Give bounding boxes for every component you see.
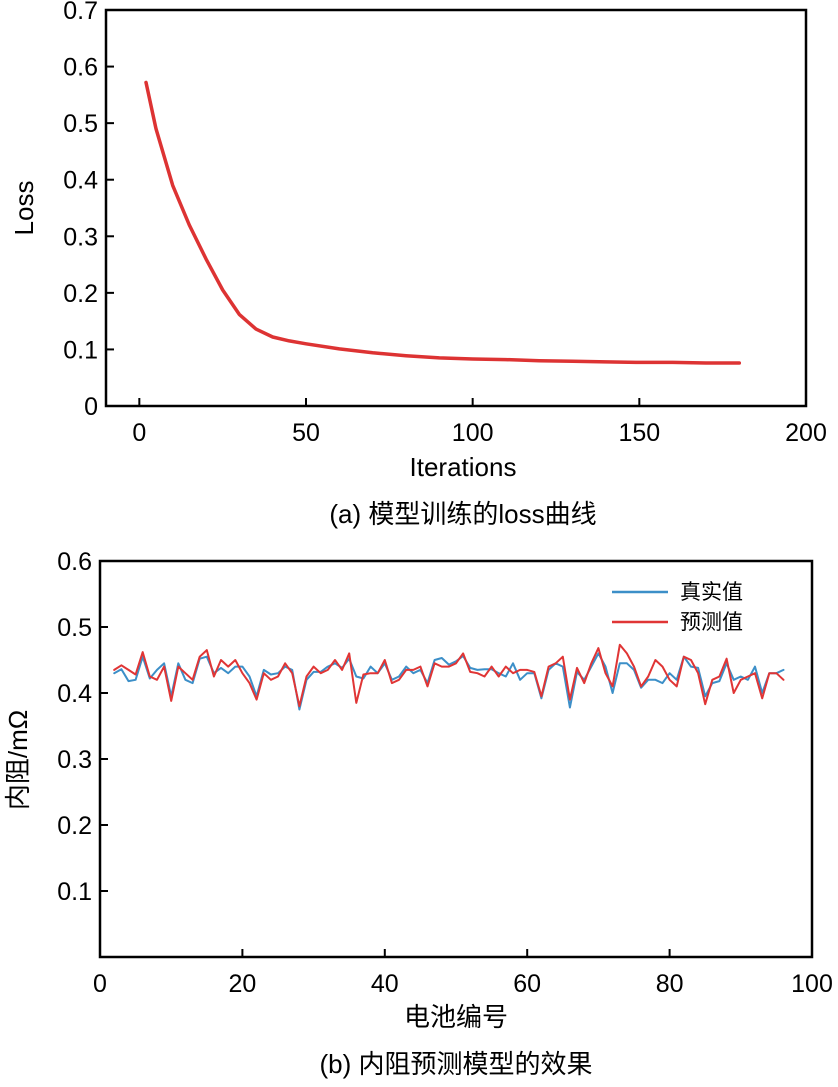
loss-chart-y-label: Loss bbox=[9, 181, 39, 236]
resistance-chart-y-tick-label: 0.6 bbox=[57, 548, 92, 576]
resistance-chart-lines bbox=[113, 643, 785, 711]
resistance-chart-x-tick-label: 100 bbox=[791, 970, 833, 998]
resistance-chart-y-label: 内阻/mΩ bbox=[3, 710, 33, 810]
resistance-chart-y-tick-label: 0.5 bbox=[57, 614, 92, 642]
resistance-chart-series-line-0 bbox=[113, 652, 785, 711]
resistance-chart-legend: 真实值 预测值 bbox=[612, 581, 743, 634]
loss-chart-series-line-0 bbox=[144, 80, 742, 365]
resistance-chart: 0.10.20.30.40.50.6 0 20 40 60 80 100 真实值 预测值 … bbox=[3, 548, 833, 1079]
resistance-chart-x-tick-label: 0 bbox=[93, 970, 107, 998]
loss-chart-caption: (a) 模型训练的loss曲线 bbox=[329, 499, 596, 529]
resistance-chart-series-line-1 bbox=[113, 643, 785, 708]
resistance-chart-x-tick-label: 60 bbox=[513, 970, 541, 998]
resistance-chart-x-ticks: 0 20 40 60 80 100 bbox=[93, 949, 833, 998]
loss-chart-y-tick-label: 0.7 bbox=[63, 0, 98, 25]
loss-chart-x-label: Iterations bbox=[410, 452, 517, 482]
loss-chart-x-tick-label: 200 bbox=[785, 419, 827, 447]
resistance-chart-x-tick-label: 20 bbox=[228, 970, 256, 998]
loss-chart-y-tick-label: 0 bbox=[84, 393, 98, 421]
loss-chart-y-tick-label: 0.1 bbox=[63, 336, 98, 364]
loss-chart-plot-frame bbox=[104, 8, 808, 408]
resistance-chart-caption: (b) 内阻预测模型的效果 bbox=[319, 1049, 592, 1079]
loss-chart-y-tick-label: 0.4 bbox=[63, 167, 98, 195]
loss-chart-x-tick-label: 50 bbox=[292, 419, 320, 447]
loss-chart-x-tick-label: 150 bbox=[618, 419, 660, 447]
loss-chart: 0 0.1 0.2 0.3 0.4 0.5 0.6 0.7 0 50 100 150 200 Iter… bbox=[9, 0, 827, 529]
legend-label-true: 真实值 bbox=[680, 581, 743, 604]
loss-chart-y-tick-label: 0.3 bbox=[63, 223, 98, 251]
loss-chart-y-ticks: 0 0.1 0.2 0.3 0.4 0.5 0.6 0.7 bbox=[63, 0, 114, 421]
loss-chart-x-tick-label: 100 bbox=[452, 419, 494, 447]
resistance-chart-y-tick-label: 0.4 bbox=[57, 680, 92, 708]
loss-chart-x-tick-label: 0 bbox=[132, 419, 146, 447]
loss-chart-lines bbox=[144, 80, 742, 365]
loss-chart-y-tick-label: 0.2 bbox=[63, 280, 98, 308]
legend-label-pred: 预测值 bbox=[680, 611, 743, 634]
resistance-chart-y-tick-label: 0.3 bbox=[57, 746, 92, 774]
resistance-chart-x-tick-label: 80 bbox=[656, 970, 684, 998]
loss-chart-y-tick-label: 0.5 bbox=[63, 110, 98, 138]
loss-chart-x-ticks: 0 50 100 150 200 bbox=[132, 398, 827, 447]
resistance-chart-y-tick-label: 0.1 bbox=[57, 878, 92, 906]
loss-chart-y-tick-label: 0.6 bbox=[63, 54, 98, 82]
resistance-chart-y-tick-label: 0.2 bbox=[57, 812, 92, 840]
resistance-chart-x-tick-label: 40 bbox=[371, 970, 399, 998]
resistance-chart-y-ticks: 0.1 0.2 0.3 0.4 0.5 0.6 bbox=[57, 548, 108, 906]
resistance-chart-x-label: 电池编号 bbox=[404, 1002, 508, 1032]
